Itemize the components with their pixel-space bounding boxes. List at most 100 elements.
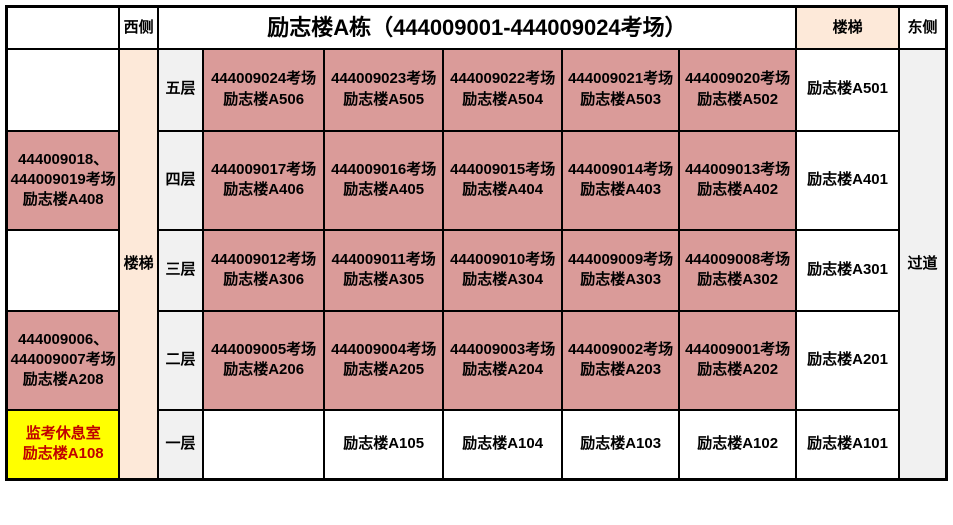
room-number: 励志楼A205	[343, 361, 425, 378]
floor2-label: 二层	[156, 309, 205, 411]
side-line: 励志楼A208	[22, 371, 104, 389]
floor1-label: 一层	[156, 408, 205, 481]
exam-room-cell: 444009009考场 励志楼A303	[561, 228, 681, 312]
exam-number: 444009009考场	[568, 250, 674, 268]
floor-map: 西侧 励志楼A栋（444009001-444009024考场） 楼梯 东侧 楼梯…	[5, 5, 948, 481]
side-cell-empty	[5, 228, 121, 312]
exam-number: 444009017考场	[211, 160, 317, 178]
exam-room-cell: 444009003考场 励志楼A204	[442, 309, 564, 411]
east-side-label: 东侧	[898, 5, 948, 50]
side-cell-empty	[5, 47, 121, 132]
header-blank-cell	[5, 5, 121, 50]
exam-room-cell: 444009023考场 励志楼A505	[323, 47, 445, 132]
room-number: 励志楼A202	[697, 361, 779, 378]
room-number: 励志楼A404	[462, 181, 544, 198]
floor2-row: 444009006、 444009007考场 励志楼A208 二层 444009…	[5, 309, 947, 411]
room-number: 励志楼A503	[580, 90, 662, 108]
exam-room-cell: 444009014考场 励志楼A403	[561, 129, 681, 231]
end-room-cell: 励志楼A101	[795, 408, 900, 481]
header-stairs-label: 楼梯	[795, 5, 900, 50]
floor1-row: 监考休息室 励志楼A108 一层 励志楼A105 励志楼A104 励志楼A103…	[5, 408, 947, 481]
end-room-cell: 励志楼A301	[795, 228, 900, 312]
exam-room-cell: 444009024考场 励志楼A506	[202, 47, 326, 132]
room-number: 励志楼A402	[697, 181, 779, 198]
exam-number: 444009016考场	[331, 160, 437, 178]
side-line: 444009007考场	[10, 350, 116, 368]
exam-room-cell: 444009012考场 励志楼A306	[202, 228, 326, 312]
exam-number: 444009002考场	[568, 340, 674, 358]
exam-room-cell: 444009021考场 励志楼A503	[561, 47, 681, 132]
exam-room-table: 西侧 励志楼A栋（444009001-444009024考场） 楼梯 东侧 楼梯…	[5, 5, 948, 481]
side-exam-cell: 444009006、 444009007考场 励志楼A208	[5, 309, 121, 411]
room-number: 励志楼A204	[462, 361, 544, 378]
exam-number: 444009022考场	[450, 70, 556, 88]
exam-number: 444009015考场	[450, 160, 556, 178]
room-cell: 励志楼A103	[561, 408, 681, 481]
room-number: 励志楼A203	[580, 361, 662, 378]
exam-room-cell: 444009008考场 励志楼A302	[678, 228, 798, 312]
exam-number: 444009003考场	[450, 340, 556, 358]
room-number: 励志楼A405	[343, 181, 425, 198]
exam-room-cell: 444009013考场 励志楼A402	[678, 129, 798, 231]
side-line: 444009018、	[18, 150, 109, 168]
exam-room-cell: 444009020考场 励志楼A502	[678, 47, 798, 132]
exam-number: 444009004考场	[331, 340, 437, 358]
exam-number: 444009014考场	[568, 160, 674, 178]
floor4-row: 444009018、 444009019考场 励志楼A408 四层 444009…	[5, 129, 947, 231]
room-number: 励志楼A306	[223, 271, 305, 288]
end-room-cell: 励志楼A501	[795, 47, 900, 132]
end-room-cell: 励志楼A401	[795, 129, 900, 231]
exam-room-cell: 444009015考场 励志楼A404	[442, 129, 564, 231]
exam-room-cell: 444009005考场 励志楼A206	[202, 309, 326, 411]
rest-room-number: 励志楼A108	[22, 445, 104, 463]
room-number: 励志楼A303	[580, 271, 662, 288]
room-number: 励志楼A406	[223, 181, 305, 198]
exam-number: 444009011考场	[331, 250, 436, 268]
exam-room-cell: 444009002考场 励志楼A203	[561, 309, 681, 411]
room-cell-empty	[202, 408, 326, 481]
floor3-row: 三层 444009012考场 励志楼A306 444009011考场 励志楼A3…	[5, 228, 947, 312]
exam-number: 444009012考场	[211, 250, 317, 268]
stairs-column-cell: 楼梯	[118, 47, 159, 481]
room-cell: 励志楼A104	[442, 408, 564, 481]
west-side-label: 西侧	[118, 5, 159, 50]
side-line: 444009006、	[18, 330, 109, 348]
exam-room-cell: 444009004考场 励志楼A205	[323, 309, 445, 411]
room-number: 励志楼A502	[697, 90, 779, 108]
room-cell: 励志楼A102	[678, 408, 798, 481]
side-exam-cell: 444009018、 444009019考场 励志楼A408	[5, 129, 121, 231]
building-title: 励志楼A栋（444009001-444009024考场）	[156, 5, 798, 50]
room-cell: 励志楼A105	[323, 408, 445, 481]
exam-number: 444009021考场	[568, 70, 674, 88]
exam-number: 444009013考场	[685, 160, 791, 178]
room-number: 励志楼A206	[223, 361, 305, 378]
exam-room-cell: 444009001考场 励志楼A202	[678, 309, 798, 411]
room-number: 励志楼A506	[223, 90, 305, 108]
floor3-label: 三层	[156, 228, 205, 312]
room-number: 励志楼A304	[462, 271, 544, 288]
exam-room-cell: 444009011考场 励志楼A305	[323, 228, 445, 312]
exam-number: 444009005考场	[211, 340, 317, 358]
floor5-label: 五层	[156, 47, 205, 132]
exam-room-cell: 444009010考场 励志楼A304	[442, 228, 564, 312]
proctor-rest-room-cell: 监考休息室 励志楼A108	[5, 408, 121, 481]
side-line: 励志楼A408	[22, 191, 104, 209]
exam-number: 444009023考场	[331, 70, 437, 88]
exam-number: 444009010考场	[450, 250, 556, 268]
exam-room-cell: 444009016考场 励志楼A405	[323, 129, 445, 231]
floor5-row: 楼梯 五层 444009024考场 励志楼A506 444009023考场 励志…	[5, 47, 948, 481]
room-number: 励志楼A403	[580, 181, 662, 198]
room-number: 励志楼A305	[343, 271, 425, 288]
room-number: 励志楼A504	[462, 90, 544, 108]
exam-number: 444009020考场	[685, 70, 791, 88]
corridor-cell: 过道	[898, 47, 948, 481]
rest-room-label: 监考休息室	[25, 425, 101, 442]
exam-number: 444009001考场	[685, 340, 791, 358]
side-line: 444009019考场	[10, 170, 116, 188]
header-row: 西侧 励志楼A栋（444009001-444009024考场） 楼梯 东侧	[5, 5, 948, 50]
exam-room-cell: 444009017考场 励志楼A406	[202, 129, 326, 231]
room-number: 励志楼A505	[343, 90, 425, 108]
exam-room-cell: 444009022考场 励志楼A504	[442, 47, 564, 132]
room-number: 励志楼A302	[697, 271, 779, 288]
exam-number: 444009024考场	[211, 70, 317, 88]
